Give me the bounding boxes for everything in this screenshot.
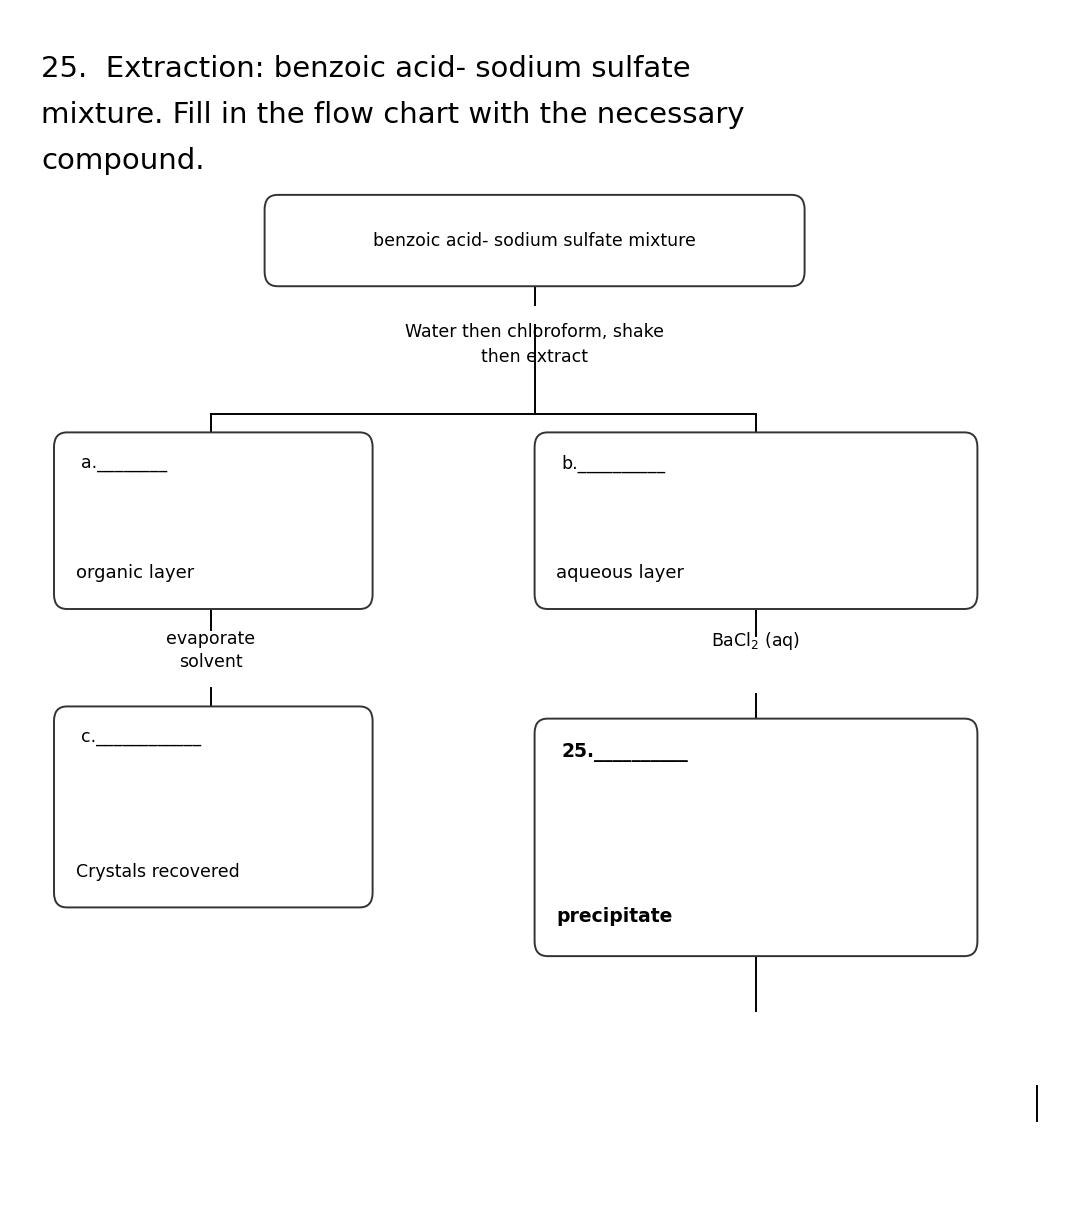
FancyBboxPatch shape xyxy=(535,719,977,956)
Text: c.____________: c.____________ xyxy=(81,728,201,747)
Text: evaporate
solvent: evaporate solvent xyxy=(166,630,255,671)
Text: precipitate: precipitate xyxy=(556,906,673,926)
Text: 25.  Extraction: benzoic acid- sodium sulfate: 25. Extraction: benzoic acid- sodium sul… xyxy=(41,55,691,83)
Text: compound.: compound. xyxy=(41,147,204,175)
Text: a.________: a.________ xyxy=(81,454,167,473)
Text: organic layer: organic layer xyxy=(76,564,193,582)
Text: BaCl$_2$ (aq): BaCl$_2$ (aq) xyxy=(712,630,800,652)
FancyBboxPatch shape xyxy=(54,432,373,609)
Text: mixture. Fill in the flow chart with the necessary: mixture. Fill in the flow chart with the… xyxy=(41,101,745,129)
FancyBboxPatch shape xyxy=(535,432,977,609)
Text: 25.__________: 25.__________ xyxy=(562,743,688,762)
Text: aqueous layer: aqueous layer xyxy=(556,564,685,582)
FancyBboxPatch shape xyxy=(265,195,805,286)
Text: b.__________: b.__________ xyxy=(562,454,665,473)
Text: benzoic acid- sodium sulfate mixture: benzoic acid- sodium sulfate mixture xyxy=(374,231,696,250)
Text: Crystals recovered: Crystals recovered xyxy=(76,862,240,881)
Text: Water then chloroform, shake
then extract: Water then chloroform, shake then extrac… xyxy=(405,323,664,365)
FancyBboxPatch shape xyxy=(54,706,373,907)
